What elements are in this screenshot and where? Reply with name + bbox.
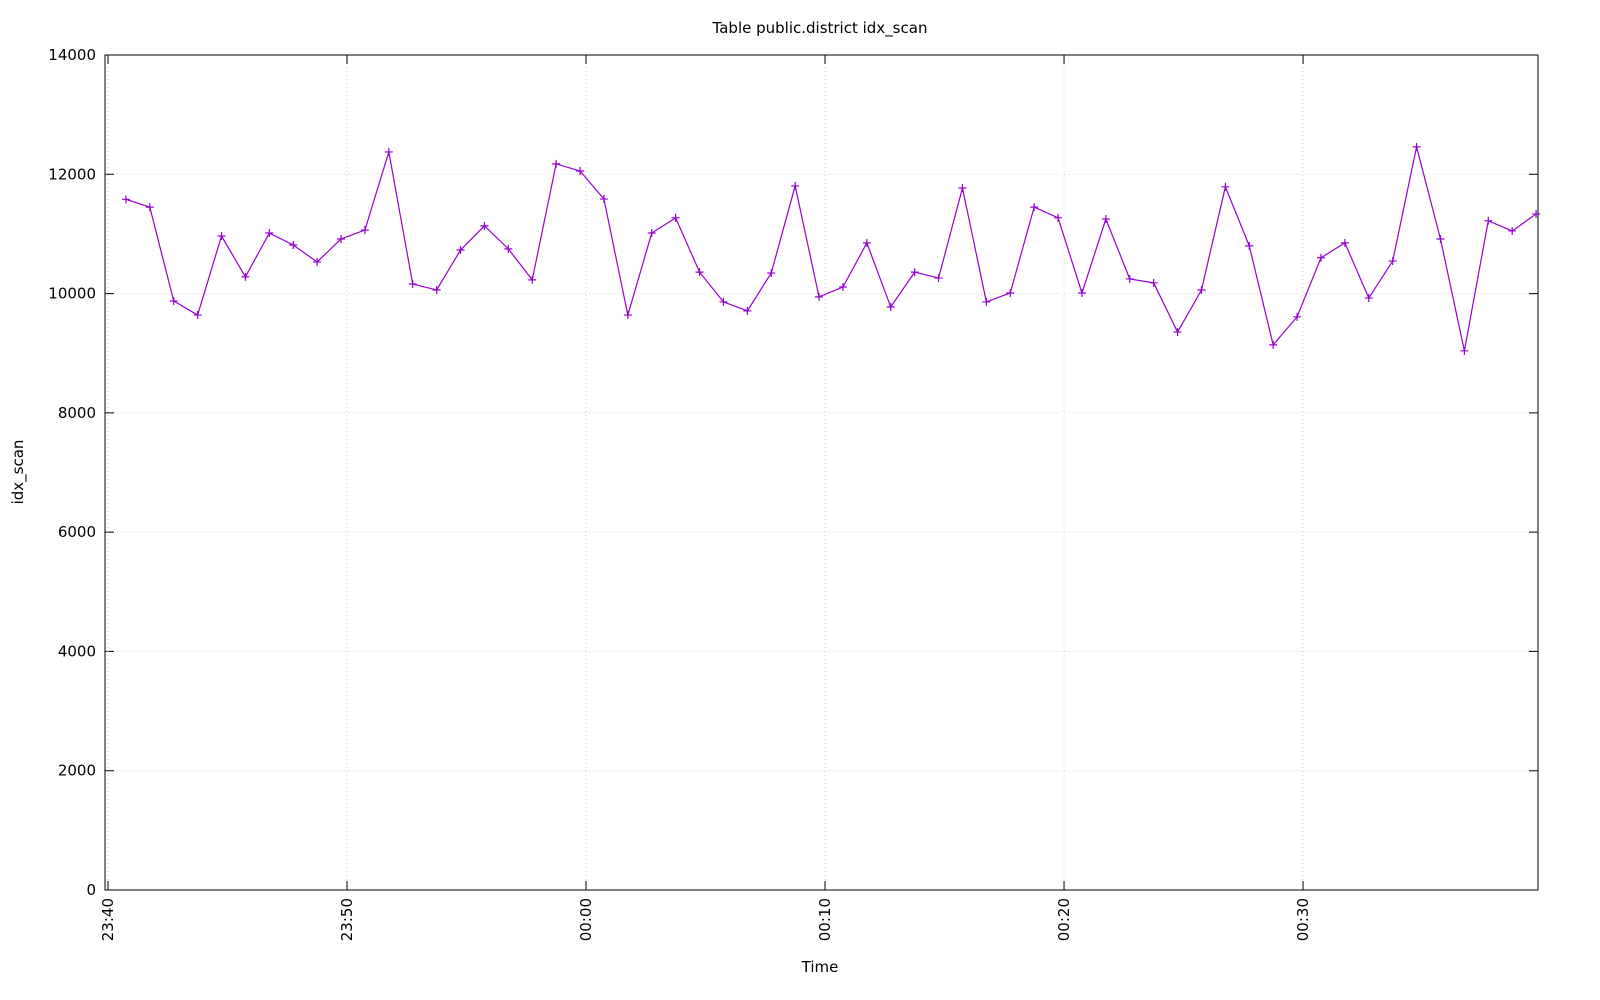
data-point	[504, 244, 513, 253]
plot-frame	[104, 54, 1539, 891]
y-tick-label: 12000	[48, 165, 96, 183]
chart-title: Table public.district idx_scan	[712, 19, 928, 38]
y-axis-label: idx_scan	[9, 440, 28, 505]
data-point	[767, 268, 776, 277]
data-point	[193, 311, 202, 320]
data-point	[743, 306, 752, 315]
data-point	[1484, 216, 1493, 225]
data-point	[695, 268, 704, 277]
data-point	[289, 240, 298, 249]
data-point	[1030, 203, 1039, 212]
data-point	[1006, 288, 1015, 297]
data-point	[480, 221, 489, 230]
data-point	[1245, 241, 1254, 250]
data-point	[719, 297, 728, 306]
y-tick-label: 6000	[58, 523, 96, 541]
data-point	[862, 238, 871, 247]
data-point	[169, 297, 178, 306]
data-point	[217, 232, 226, 241]
series-line	[125, 146, 1537, 351]
data-point	[1388, 257, 1397, 266]
data-point	[791, 181, 800, 190]
data-point	[1460, 346, 1469, 355]
data-point	[1316, 253, 1325, 262]
data-point	[1532, 209, 1541, 218]
x-tick-label: 00:30	[1294, 898, 1312, 941]
x-axis-label: Time	[801, 958, 839, 976]
data-point	[910, 268, 919, 277]
data-point	[576, 167, 585, 176]
data-point	[623, 311, 632, 320]
x-tick-label: 23:40	[99, 898, 117, 941]
data-point	[384, 147, 393, 156]
data-point	[838, 283, 847, 292]
data-point	[1269, 340, 1278, 349]
data-point	[1197, 285, 1206, 294]
data-point	[145, 203, 154, 212]
y-tick-label: 0	[86, 881, 96, 899]
data-point	[647, 229, 656, 238]
data-point	[599, 195, 608, 204]
data-point	[1173, 328, 1182, 337]
data-point	[265, 229, 274, 238]
data-point	[1054, 213, 1063, 222]
data-point	[1364, 294, 1373, 303]
data-point	[815, 292, 824, 301]
data-point	[671, 213, 680, 222]
data-point	[1221, 182, 1230, 191]
y-tick-label: 2000	[58, 762, 96, 780]
y-tick-label: 14000	[48, 46, 96, 64]
x-tick-label: 00:10	[816, 898, 834, 941]
data-point	[432, 285, 441, 294]
data-point	[958, 184, 967, 193]
y-tick-label: 10000	[48, 285, 96, 303]
data-point	[1077, 288, 1086, 297]
data-point	[1436, 234, 1445, 243]
data-point	[1149, 278, 1158, 287]
data-point	[528, 275, 537, 284]
data-point	[456, 246, 465, 255]
data-point	[1293, 312, 1302, 321]
data-point	[360, 226, 369, 235]
data-point	[1125, 274, 1134, 283]
x-tick-label: 00:20	[1055, 898, 1073, 941]
data-point	[1412, 142, 1421, 151]
data-point	[1508, 226, 1517, 235]
data-point	[552, 159, 561, 168]
x-tick-label: 23:50	[338, 898, 356, 941]
y-tick-label: 4000	[58, 642, 96, 660]
data-point	[1340, 238, 1349, 247]
data-point	[313, 257, 322, 266]
data-point	[241, 272, 250, 281]
data-point	[934, 274, 943, 283]
data-point	[1101, 215, 1110, 224]
data-point	[337, 234, 346, 243]
x-tick-label: 00:00	[577, 898, 595, 941]
y-tick-label: 8000	[58, 404, 96, 422]
data-point	[121, 195, 130, 204]
data-point	[982, 297, 991, 306]
data-point	[408, 280, 417, 289]
data-point	[886, 302, 895, 311]
